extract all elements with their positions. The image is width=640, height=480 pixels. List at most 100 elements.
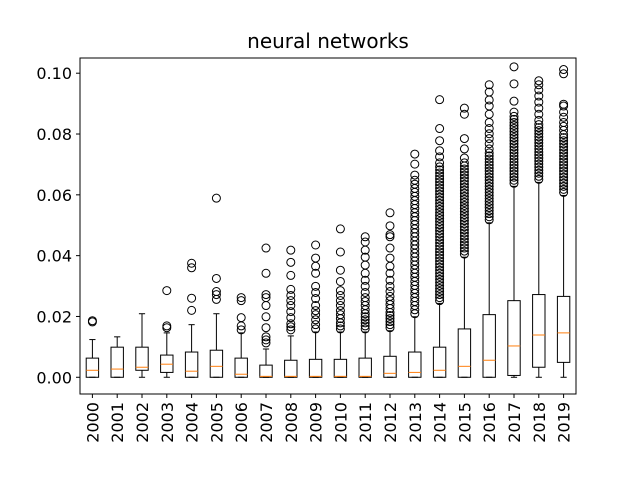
box-2007: [259, 243, 273, 378]
x-tick-label: 2010: [331, 402, 350, 443]
flier-point: [286, 257, 296, 267]
flier-point: [509, 145, 519, 155]
box-2004: [184, 258, 199, 378]
flier-point: [385, 311, 395, 321]
flier-point: [559, 99, 569, 109]
box-iqr: [184, 351, 199, 378]
flier-point: [360, 281, 370, 291]
flier-point: [509, 127, 519, 137]
x-tick-label: 2005: [207, 402, 226, 443]
flier-point: [385, 291, 395, 301]
flier-point: [559, 166, 569, 176]
flier-point: [435, 165, 445, 175]
flier-point: [435, 195, 445, 205]
flier-point: [335, 276, 345, 286]
flier-point: [335, 265, 345, 275]
flier-point: [435, 283, 445, 293]
flier-point: [311, 310, 321, 320]
flier-point: [385, 268, 395, 278]
flier-point: [435, 136, 445, 146]
flier-point: [435, 226, 445, 236]
flier-point: [509, 178, 519, 188]
flier-point: [509, 111, 519, 121]
flier-point: [534, 109, 544, 119]
flier-point: [459, 167, 469, 177]
flier-point: [435, 277, 445, 287]
flier-point: [187, 258, 197, 268]
flier-point: [335, 296, 345, 306]
flier-point: [435, 177, 445, 187]
flier-point: [311, 294, 321, 304]
flier-point: [534, 103, 544, 113]
flier-point: [459, 179, 469, 189]
flier-point: [459, 231, 469, 241]
flier-point: [459, 185, 469, 195]
flier-point: [385, 275, 395, 285]
flier-point: [360, 237, 370, 247]
flier-point: [559, 139, 569, 149]
flier-point: [435, 235, 445, 245]
box-iqr: [457, 328, 472, 378]
box-iqr: [333, 358, 348, 378]
flier-point: [385, 221, 395, 231]
flier-point: [335, 301, 345, 311]
flier-point: [311, 268, 321, 278]
flier-point: [484, 184, 494, 194]
flier-point: [484, 154, 494, 164]
flier-point: [435, 207, 445, 217]
flier-point: [484, 206, 494, 216]
box-2014: [432, 95, 447, 378]
box-iqr: [135, 346, 149, 371]
x-tick-label: 2008: [282, 402, 301, 443]
flier-point: [534, 132, 544, 142]
box-2016: [482, 80, 496, 378]
box-iqr: [358, 357, 372, 378]
box-iqr: [85, 357, 100, 378]
flier-point: [435, 211, 445, 221]
box-2010: [333, 224, 348, 378]
y-tick-label: 0.06: [36, 186, 72, 205]
flier-point: [211, 287, 221, 297]
flier-point: [335, 306, 345, 316]
flier-point: [534, 91, 544, 101]
flier-point: [261, 268, 271, 278]
flier-point: [509, 79, 519, 89]
box-iqr: [432, 346, 447, 378]
flier-point: [484, 190, 494, 200]
x-tick-label: 2000: [83, 402, 102, 443]
plot-area: [85, 62, 571, 378]
x-tick-label: 2011: [356, 402, 375, 443]
flier-point: [484, 212, 494, 222]
flier-point: [187, 305, 197, 315]
box-2013: [408, 149, 422, 378]
flier-point: [286, 301, 296, 311]
flier-point: [484, 160, 494, 170]
flier-point: [360, 287, 370, 297]
flier-point: [435, 174, 445, 184]
flier-point: [311, 315, 321, 325]
flier-point: [286, 319, 296, 329]
flier-point: [459, 182, 469, 192]
flier-point: [286, 296, 296, 306]
flier-point: [484, 175, 494, 185]
flier-point: [335, 286, 345, 296]
flier-point: [534, 76, 544, 86]
flier-point: [435, 220, 445, 230]
flier-point: [459, 246, 469, 256]
flier-point: [509, 124, 519, 134]
flier-point: [559, 178, 569, 188]
flier-point: [484, 148, 494, 158]
box-iqr: [408, 351, 422, 378]
x-tick-label: 2007: [257, 402, 276, 443]
flier-point: [261, 332, 271, 342]
flier-point: [509, 163, 519, 173]
flier-point: [459, 225, 469, 235]
flier-point: [435, 293, 445, 303]
flier-point: [509, 107, 519, 117]
flier-point: [484, 129, 494, 139]
x-tick-label: 2014: [431, 402, 450, 443]
flier-point: [534, 97, 544, 107]
flier-point: [360, 297, 370, 307]
flier-point: [534, 165, 544, 175]
